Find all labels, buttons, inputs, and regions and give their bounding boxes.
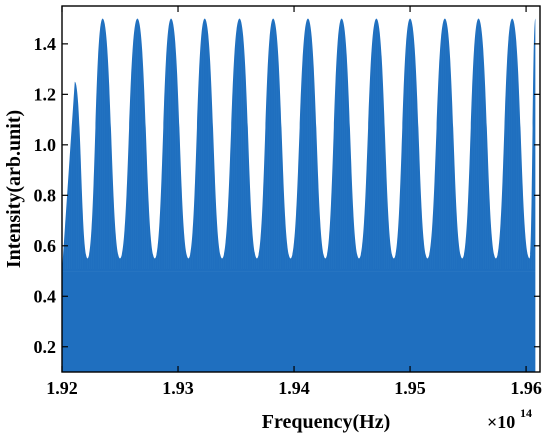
plot-frame	[61, 5, 541, 373]
x-axis-multiplier: ×10	[487, 412, 515, 432]
y-tick-label: 1.4	[34, 34, 57, 54]
x-tick-label: 1.95	[394, 378, 426, 398]
y-axis-label: Intensity(arb.unit)	[3, 110, 25, 268]
y-tick-label: 0.8	[34, 185, 57, 205]
y-tick-label: 0.6	[34, 236, 57, 256]
plot-area	[62, 18, 536, 372]
y-tick-label: 1.2	[34, 84, 57, 104]
x-tick-label: 1.96	[510, 378, 542, 398]
series-base-fill	[62, 271, 536, 372]
axes: 1.92 1.93 1.94 1.95 1.96 0.2 0.4 0.6 0.8 1.0 1.2 1.…	[3, 5, 542, 433]
x-tick-label: 1.93	[162, 378, 194, 398]
y-tick-label: 0.4	[34, 286, 57, 306]
x-axis-multiplier-exponent: 14	[520, 406, 532, 420]
x-tick-label: 1.94	[278, 378, 310, 398]
x-axis-label: Frequency(Hz)	[262, 411, 391, 433]
y-tick-label: 1.0	[34, 135, 57, 155]
series-envelope	[62, 18, 536, 272]
y-tick-label: 0.2	[34, 337, 57, 357]
x-tick-label: 1.92	[46, 378, 78, 398]
